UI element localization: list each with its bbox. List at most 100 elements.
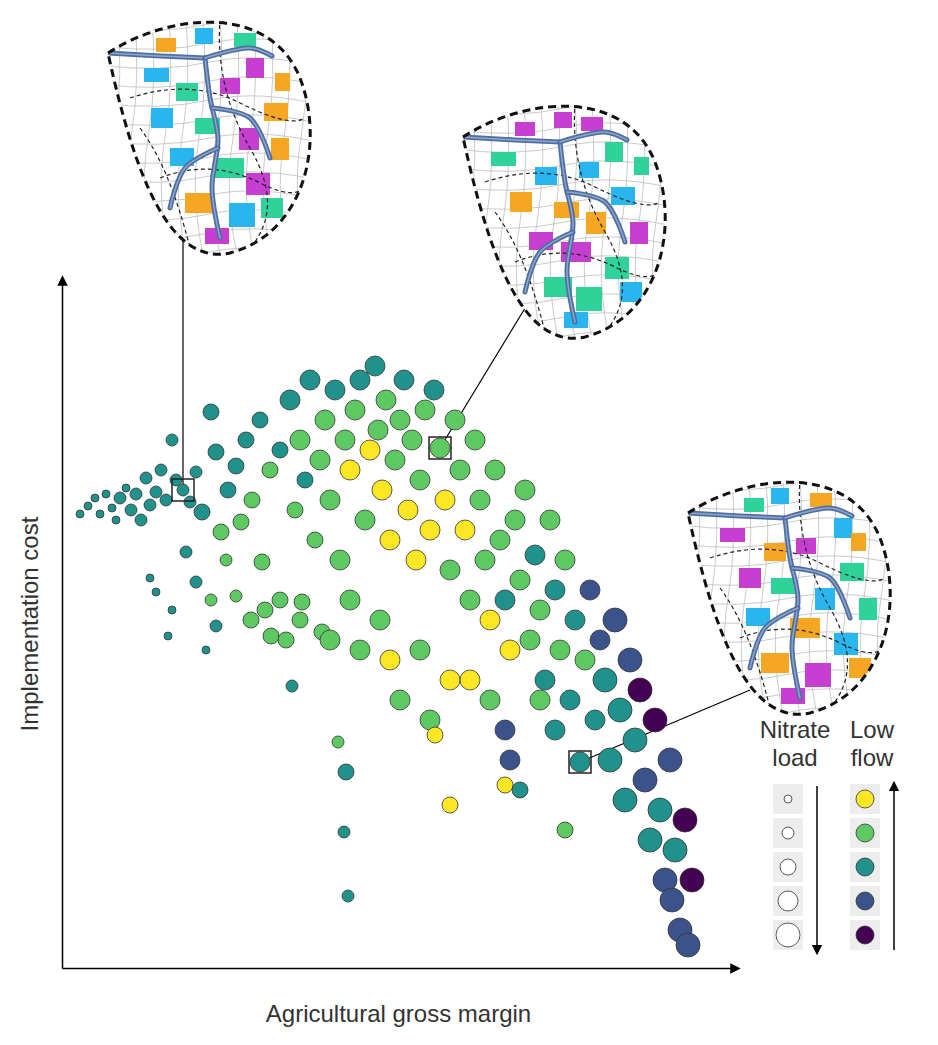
solution-point [380,530,400,550]
solution-point [252,412,268,428]
map-patch [229,203,255,227]
plot-area [76,356,704,957]
solution-point [424,380,444,400]
solution-point [194,504,210,520]
map-patch [515,122,535,136]
solution-point [91,494,99,502]
map-field-line [455,180,685,191]
solution-point [394,370,414,390]
river [108,53,205,58]
map-patch [554,112,572,128]
map-patch [214,158,244,178]
river-core [750,608,798,668]
map-patch [744,498,764,512]
map-field-line [100,96,330,107]
map-patch [579,162,599,178]
map-patch [576,287,602,311]
solution-point [307,532,323,548]
legend-box [773,784,803,814]
map-field-line [669,92,680,352]
river [785,508,852,518]
solution-point [550,640,570,660]
solution-point [525,545,545,565]
solution-point [500,640,520,660]
solution-point [76,510,84,518]
solution-point [435,490,455,510]
y-axis-title: Implementation cost [16,516,43,731]
map-field-line [894,468,905,728]
river [525,232,573,292]
solution-point [338,826,350,838]
legend-color [856,858,874,876]
map-patch [271,138,289,160]
map-patch [264,103,288,121]
solution-point [300,370,320,390]
solution-point [243,612,259,628]
solution-point [210,620,222,632]
solution-point [310,450,330,470]
solution-point [315,410,335,430]
solution-point [202,646,210,654]
catchment-map [448,85,685,352]
solution-point [420,520,440,540]
river [688,513,785,518]
river-core [170,148,218,208]
solution-point [130,488,142,500]
map-field-line [314,8,325,268]
map-field-line [465,92,476,352]
solution-point [673,808,697,832]
solution-point [372,480,392,500]
map-field-line [550,92,561,352]
solution-point [445,410,465,430]
map-patch [185,193,213,213]
solution-point [213,524,229,540]
solution-point [385,450,405,470]
solution-point [320,490,340,510]
legend-box [850,852,880,882]
legend-size [778,891,798,911]
map-patch [859,598,877,620]
solution-point [618,648,642,672]
solution-point [262,462,278,478]
highlight-box [429,437,451,459]
map-field-line [455,85,685,96]
map-patch [195,28,213,44]
map-patch [764,543,786,561]
solution-point [342,890,354,902]
solution-point [530,600,550,620]
y-axis [62,281,63,969]
map-field-line [673,468,684,728]
legend-box [773,818,803,848]
map-patch [176,83,198,101]
solution-point [460,670,480,690]
map-patch [810,493,832,507]
map-patch [851,533,866,551]
solution-point [144,499,156,511]
x-axis-title: Agricultural gross margin [266,1000,531,1027]
solution-point [658,748,682,772]
solution-point [580,580,600,600]
solution-point [135,514,147,526]
map-patch [156,38,176,52]
map-field-line [100,77,330,88]
legend-box [773,852,803,882]
map-patch [561,242,591,262]
solution-point [220,482,236,498]
map-field-line [100,20,330,31]
map-patch [805,663,831,687]
leader-lines [183,220,750,762]
solution-point [102,490,110,498]
river-core [463,137,560,142]
solution-point [628,678,652,702]
map-patch [771,578,796,594]
river [170,148,218,208]
map-patch [771,488,789,504]
solution-point [280,390,300,410]
map-patch [605,142,623,162]
solution-point [330,550,350,570]
sub-catchment-line [130,89,305,121]
solution-point [338,764,354,780]
map-field-line [93,8,104,268]
map-patch [581,117,603,131]
map-patch [491,152,516,166]
